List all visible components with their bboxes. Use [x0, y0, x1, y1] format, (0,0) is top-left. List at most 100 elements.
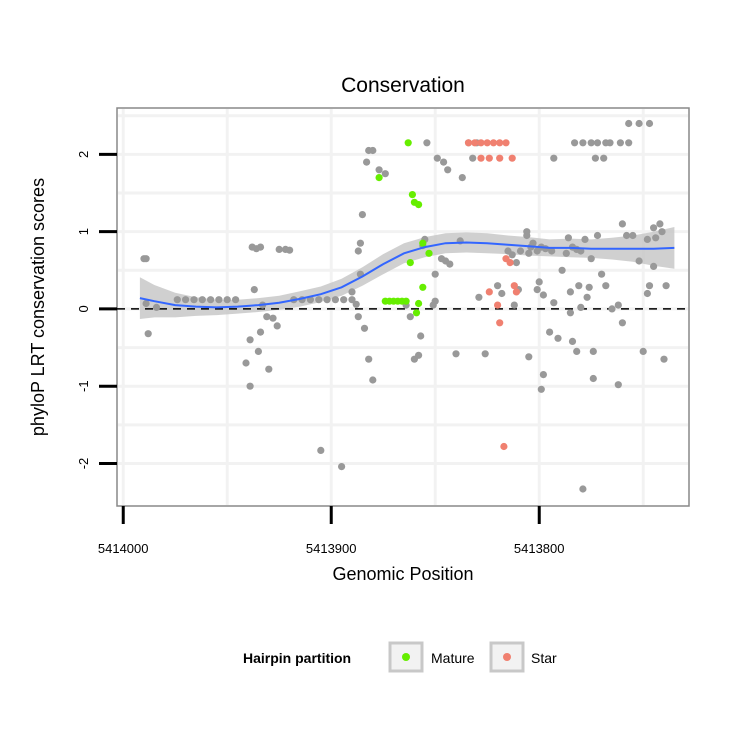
point-mature: [415, 299, 423, 308]
point-star: [496, 319, 504, 327]
point-other: [173, 296, 181, 304]
point-star: [510, 282, 518, 290]
x-tick-label: 5413900: [306, 541, 357, 556]
point-star: [496, 154, 504, 162]
point-other: [452, 350, 460, 358]
point-other: [652, 234, 660, 242]
point-other: [375, 166, 383, 174]
point-mature: [404, 139, 412, 147]
point-other: [458, 174, 466, 182]
point-other: [348, 296, 356, 304]
point-star: [512, 288, 521, 296]
point-other: [323, 296, 331, 304]
point-other: [635, 119, 643, 128]
point-other: [381, 170, 389, 178]
point-other: [587, 139, 595, 147]
point-other: [256, 328, 265, 336]
point-other: [562, 249, 570, 257]
point-other: [539, 371, 548, 379]
point-mature: [419, 239, 427, 247]
point-other: [602, 139, 610, 147]
y-axis: -2 -1 0 1 2: [76, 151, 117, 469]
point-other: [354, 247, 362, 255]
point-other: [600, 154, 608, 162]
point-other: [508, 251, 516, 259]
y-tick-label: -1: [76, 380, 91, 392]
point-other: [246, 336, 254, 344]
x-tick-label: 5414000: [98, 541, 149, 556]
point-other: [571, 139, 579, 147]
y-tick-label: -2: [76, 458, 91, 470]
point-other: [348, 288, 356, 296]
point-other: [656, 220, 664, 228]
point-other: [207, 296, 215, 304]
x-tick-label: 5413800: [514, 541, 565, 556]
legend-key-star: [489, 641, 525, 673]
smooth-curve: [139, 241, 675, 309]
point-other: [182, 296, 190, 304]
point-star: [496, 139, 504, 147]
point-mature: [408, 191, 416, 199]
point-other: [602, 282, 610, 290]
point-other: [643, 289, 652, 298]
point-mature: [402, 297, 410, 305]
point-other: [566, 309, 575, 317]
point-other: [623, 231, 631, 240]
point-star: [494, 301, 502, 309]
point-other: [579, 139, 587, 147]
point-other: [635, 257, 643, 265]
point-other: [369, 146, 377, 155]
point-other: [406, 313, 414, 321]
point-other: [512, 259, 521, 267]
point-other: [537, 385, 545, 393]
point-other: [190, 296, 198, 304]
point-other: [554, 334, 562, 342]
point-other: [564, 234, 573, 242]
point-other: [415, 351, 423, 359]
point-other: [142, 255, 150, 263]
point-other: [618, 220, 627, 228]
point-other: [198, 296, 206, 304]
point-other: [246, 382, 254, 390]
point-mature: [412, 309, 421, 317]
point-star: [506, 259, 514, 267]
point-other: [265, 365, 273, 373]
x-axis-label: Genomic Position: [332, 564, 473, 584]
point-other: [535, 278, 543, 286]
point-other: [614, 381, 622, 389]
point-other: [440, 158, 448, 166]
legend-label-mature: Mature: [431, 650, 475, 666]
point-other: [658, 228, 666, 236]
point-other: [639, 347, 647, 355]
point-other: [662, 282, 670, 290]
point-other: [444, 166, 452, 174]
loess-line: [139, 241, 675, 309]
point-other: [589, 374, 597, 383]
point-other: [566, 288, 575, 296]
point-other: [546, 328, 554, 336]
y-tick-label: 1: [76, 228, 91, 235]
point-other: [223, 296, 231, 304]
legend: Hairpin partition Mature Star: [243, 641, 557, 673]
point-other: [356, 239, 364, 247]
point-mature: [375, 174, 383, 182]
point-other: [550, 299, 558, 307]
point-other: [475, 293, 483, 301]
point-mature: [406, 259, 414, 267]
point-other: [650, 224, 658, 232]
point-other: [431, 297, 439, 305]
point-other: [625, 119, 633, 128]
point-other: [510, 301, 518, 309]
point-other: [273, 322, 281, 330]
y-tick-label: 2: [76, 151, 91, 158]
point-other: [446, 260, 454, 268]
x-axis: 5414000 5413900 5413800: [98, 506, 565, 556]
point-other: [256, 243, 265, 251]
point-other: [431, 270, 439, 278]
point-other: [215, 296, 223, 304]
point-other: [608, 305, 616, 313]
point-other: [242, 359, 250, 367]
point-other: [593, 231, 602, 240]
point-star: [485, 154, 493, 162]
